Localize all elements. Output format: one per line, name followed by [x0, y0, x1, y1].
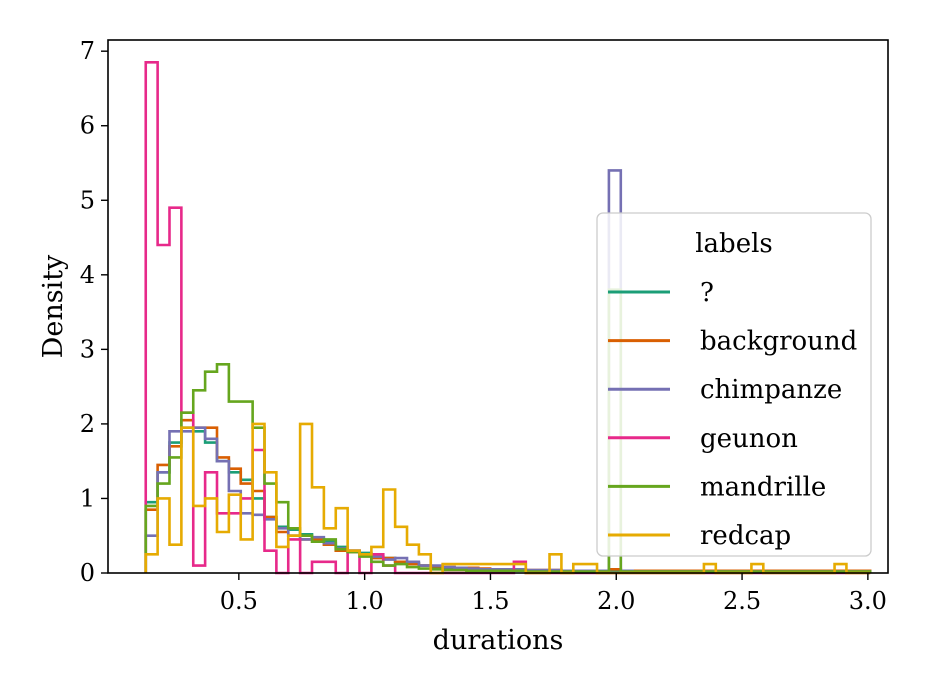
x-tick-label: 1.0 [346, 587, 384, 615]
y-tick-label: 0 [80, 559, 95, 587]
legend: labels ? background chimpanze geunon mandril… [596, 212, 872, 557]
y-tick-label: 6 [80, 112, 95, 140]
y-tick-label: 7 [80, 37, 95, 65]
x-tick-label: 2.5 [723, 587, 761, 615]
legend-label: background [700, 327, 857, 357]
legend-label: ? [700, 278, 714, 308]
x-axis: 0.5 1.0 1.5 2.0 2.5 3.0 [220, 573, 887, 615]
legend-title: labels [695, 229, 773, 259]
legend-label: geunon [700, 424, 798, 454]
y-tick-label: 4 [80, 261, 95, 289]
legend-label: mandrille [700, 472, 826, 502]
series-line-mandrille [144, 288, 872, 573]
y-tick-label: 5 [80, 186, 95, 214]
y-tick-label: 3 [80, 335, 95, 363]
x-tick-label: 1.5 [471, 587, 509, 615]
plot-frame [107, 39, 889, 574]
y-tick-label: 2 [80, 410, 95, 438]
legend-label: chimpanze [700, 375, 842, 405]
x-tick-label: 0.5 [220, 587, 258, 615]
x-tick-label: 2.0 [597, 587, 635, 615]
y-axis: 0 1 2 3 4 5 6 7 [80, 37, 108, 587]
y-tick-label: 1 [80, 484, 95, 512]
legend-entries: ? background chimpanze geunon mandrille redca… [608, 278, 857, 551]
x-tick-label: 3.0 [849, 587, 887, 615]
legend-box [596, 212, 872, 557]
legend-label: redcap [700, 521, 791, 551]
x-axis-title: durations [433, 625, 564, 656]
y-axis-title: Density [38, 254, 69, 358]
